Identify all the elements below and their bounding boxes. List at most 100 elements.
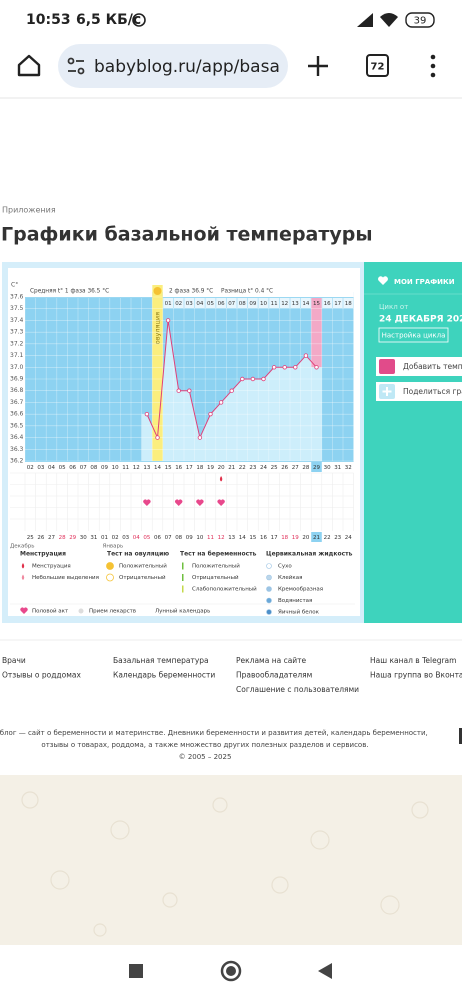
date-label: 11 [207, 535, 214, 541]
y-tick-label: 36.3 [10, 446, 24, 453]
cycle-day-cell [248, 298, 258, 308]
temperature-point [261, 376, 266, 382]
share-button[interactable] [376, 382, 462, 401]
date-label: 14 [239, 535, 246, 541]
cycle-day-cell [332, 298, 343, 308]
x-tick-label: 21 [228, 465, 235, 471]
legend-item: Водянистая [278, 598, 312, 604]
side-title[interactable]: МОИ ГРАФИКИ [394, 278, 455, 286]
x-tick-label: 29 [313, 465, 320, 471]
date-label: 02 [112, 535, 119, 541]
x-tick-label: 05 [59, 465, 66, 471]
home-nav-dot [226, 966, 236, 976]
x-tick-label: 20 [218, 465, 225, 471]
date-label: 18 [281, 535, 288, 541]
x-tick-label: 10 [112, 465, 119, 471]
x-tick-label: 19 [207, 465, 214, 471]
y-tick-label: 37.4 [10, 317, 24, 324]
scroll-indicator [459, 728, 462, 744]
day-highlight [311, 462, 322, 472]
legend-group-title: Тест на овуляцию [107, 551, 169, 558]
signal-icon [357, 13, 373, 27]
y-tick-label: 36.8 [10, 387, 24, 394]
temperature-point [250, 376, 256, 382]
legend-icon [266, 609, 272, 615]
month-label: Январь [103, 544, 124, 550]
legend-item: Прием лекарств [89, 609, 136, 615]
battery-level: 39 [414, 16, 427, 27]
footer-link[interactable]: Календарь беременности [113, 671, 215, 680]
pattern [21, 791, 429, 937]
cycle-day-cell [173, 298, 184, 308]
url-bar[interactable] [58, 44, 288, 88]
legend-icon [78, 608, 84, 614]
legend-item: Клейкая [278, 574, 302, 581]
footer-link[interactable]: Реклама на сайте [236, 656, 307, 665]
footer-link[interactable]: Наш канал в Telegram [370, 656, 456, 665]
legend-icon [266, 574, 272, 581]
settings-button[interactable] [378, 327, 449, 343]
heart-icon [378, 276, 388, 285]
legend-item: Слабоположительный [192, 586, 257, 593]
cycle-day-label: 03 [186, 301, 193, 307]
date-label: 21 [313, 535, 320, 541]
date-label: 20 [302, 535, 309, 541]
y-tick-label: 37.6 [10, 294, 24, 301]
y-tick-label: 36.2 [10, 458, 24, 465]
legend-item: Положительный [192, 563, 240, 570]
status-speed: 6,5 КБ/с [76, 12, 141, 28]
back-button[interactable] [318, 963, 332, 979]
temperature-point [293, 365, 298, 370]
cycle-day-label: 18 [345, 301, 352, 307]
legend-icon [266, 597, 272, 604]
legend-icon [266, 563, 272, 569]
cycle-day-cell [343, 298, 354, 308]
x-tick-label: 32 [345, 465, 352, 471]
date-highlight [311, 532, 322, 542]
action-label: Добавить темпер [403, 362, 462, 371]
x-tick-label: 04 [48, 465, 55, 471]
side-panel [364, 262, 462, 623]
cycle-day-label: 01 [165, 301, 172, 307]
footer-link[interactable]: Врачи [2, 656, 26, 665]
new-tab-button[interactable] [308, 56, 328, 76]
footer-link[interactable]: Правообладателям [236, 671, 312, 680]
legend-icon [21, 563, 25, 569]
date-label: 04 [133, 535, 140, 541]
x-tick-label: 30 [324, 465, 331, 471]
x-tick-label: 22 [239, 465, 246, 471]
x-tick-label: 15 [165, 465, 172, 471]
home-button[interactable] [17, 54, 41, 77]
cycle-day-label: 10 [260, 301, 267, 307]
date-label: 01 [101, 535, 108, 541]
footer: Врачи Отзывы о роддомах Базальная температ… [0, 656, 462, 761]
cycle-day-label: 06 [218, 301, 225, 307]
footer-link[interactable]: Наша группа во Вконтакте [370, 671, 462, 680]
breadcrumb[interactable]: Приложения [2, 206, 56, 215]
date-label: 12 [218, 535, 225, 541]
temperature-point [176, 388, 181, 393]
plus-icon [382, 387, 392, 396]
y-tick-label: 36.5 [10, 422, 24, 429]
cycle-day-cell [290, 298, 301, 308]
legend-group-title: Менструация [20, 551, 66, 558]
y-axis-label: C° [11, 282, 18, 289]
add-temperature-button[interactable] [376, 357, 462, 376]
cycle-day-label: 07 [228, 301, 235, 307]
footer-link[interactable]: Отзывы о роддомах [2, 671, 81, 680]
cycle-day-label: 08 [239, 301, 246, 307]
site-settings-icon[interactable] [67, 57, 85, 75]
legend-item: Лунный календарь [155, 608, 210, 615]
footer-link[interactable]: Соглашение с пользователями [236, 685, 359, 694]
menu-button[interactable] [430, 54, 436, 78]
recents-button[interactable] [129, 964, 143, 978]
footer-link[interactable]: Базальная температура [113, 656, 209, 665]
legend-icon [266, 586, 272, 592]
footer-about: отзывы о товарах, роддома, а также множе… [41, 741, 368, 749]
intercourse-icon [196, 499, 204, 506]
battery-icon [405, 12, 435, 28]
tabs-button[interactable] [366, 54, 389, 77]
x-tick-label: 12 [133, 465, 140, 471]
home-nav-button[interactable] [220, 960, 242, 982]
x-tick-label: 31 [334, 465, 341, 471]
